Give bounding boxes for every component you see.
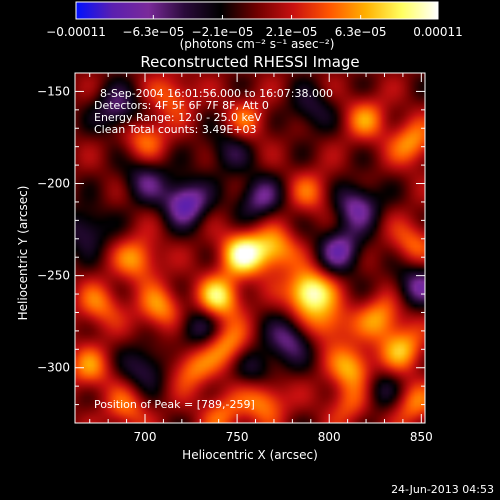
- axis-ticks: 700 750 800 850 −150 −200 −250 −300: [37, 72, 433, 444]
- y-tick-label: −300: [37, 361, 70, 375]
- colorbar-gradient: [76, 2, 438, 19]
- info-line: Clean Total counts: 3.49E+03: [94, 123, 257, 136]
- y-tick-label: −200: [37, 177, 70, 191]
- plot-frame: [74, 72, 426, 424]
- y-tick-label: −150: [37, 84, 70, 98]
- colorbar-ticks: −0.00011 −6.3e−05 −2.1e−05 2.1e−05 6.3e−05 0.…: [46, 15, 463, 39]
- y-tick-label: −250: [37, 269, 70, 283]
- colorbar-tick-label: −2.1e−05: [192, 25, 254, 39]
- x-tick-label: 700: [134, 430, 157, 444]
- info-line: Energy Range: 12.0 - 25.0 keV: [94, 111, 262, 124]
- x-tick-label: 850: [410, 430, 433, 444]
- chart-title: Reconstructed RHESSI Image: [140, 53, 359, 71]
- colorbar-tick-label: −0.00011: [46, 25, 106, 39]
- x-tick-label: 800: [318, 430, 341, 444]
- colorbar-tick-label: 2.1e−05: [266, 25, 318, 39]
- info-line: 8-Sep-2004 16:01:56.000 to 16:07:38.000: [100, 87, 333, 100]
- colorbar-unit-label: (photons cm⁻² s⁻¹ asec⁻²): [180, 37, 335, 51]
- colorbar-frame: [75, 1, 439, 20]
- colorbar-tick-label: 6.3e−05: [335, 25, 387, 39]
- x-tick-label: 750: [226, 430, 249, 444]
- info-line: Detectors: 4F 5F 6F 7F 8F, Att 0: [94, 99, 269, 112]
- heatmap: [75, 73, 425, 423]
- colorbar-tick-label: −6.3e−05: [122, 25, 184, 39]
- observation-info: 8-Sep-2004 16:01:56.000 to 16:07:38.000D…: [94, 87, 333, 136]
- colorbar-tick-label: 0.00011: [413, 25, 463, 39]
- heatmap-image: [75, 73, 425, 423]
- peak-position-label: Position of Peak = [789,-259]: [94, 398, 255, 411]
- y-axis-title: Heliocentric Y (arcsec): [16, 186, 30, 321]
- plot-timestamp: 24-Jun-2013 04:53: [391, 483, 494, 496]
- colorbar: −0.00011 −6.3e−05 −2.1e−05 2.1e−05 6.3e−05 0.…: [46, 1, 463, 51]
- x-axis-title: Heliocentric X (arcsec): [182, 448, 318, 462]
